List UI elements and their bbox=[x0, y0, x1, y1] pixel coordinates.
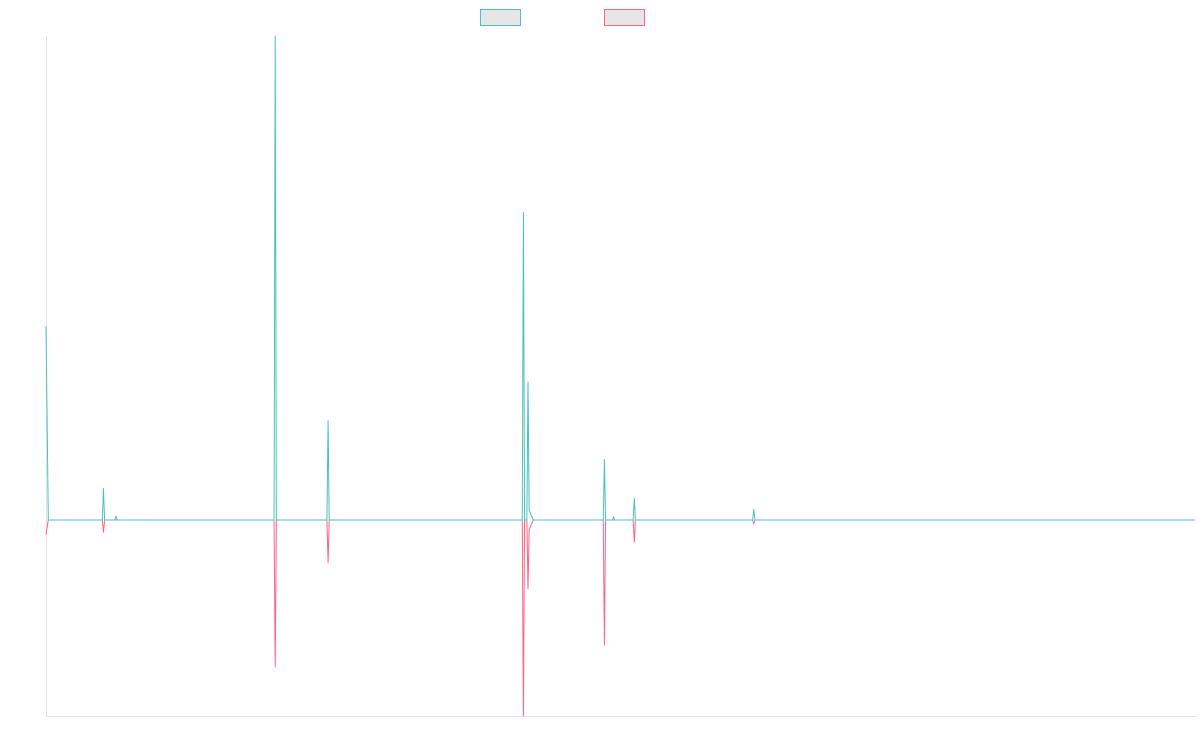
series-layer bbox=[45, 35, 1195, 717]
legend[interactable] bbox=[480, 9, 645, 26]
plot-area bbox=[45, 35, 1196, 717]
series-line-1 bbox=[45, 35, 1195, 521]
legend-swatch-series-2[interactable] bbox=[604, 9, 645, 26]
series-line-2 bbox=[45, 519, 1195, 717]
legend-swatch-series-1[interactable] bbox=[480, 9, 521, 26]
